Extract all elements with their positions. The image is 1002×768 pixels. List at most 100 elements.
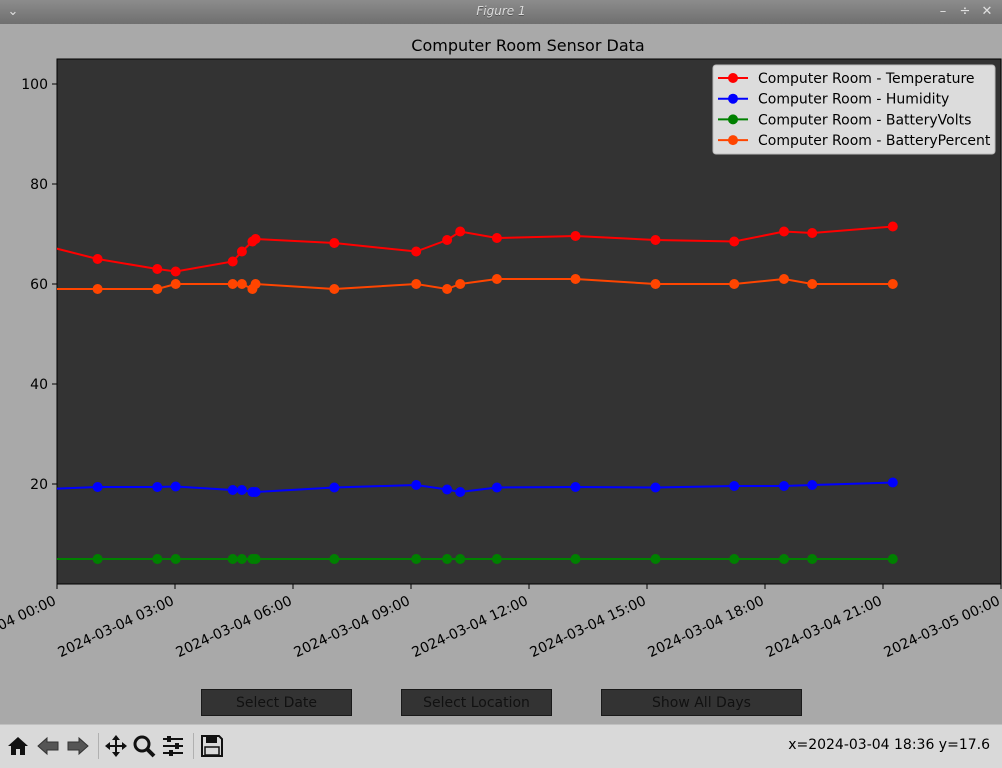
x-tick-label: 2024-03-04 03:00 — [56, 593, 177, 661]
data-point — [779, 226, 789, 237]
data-point — [411, 480, 422, 490]
select-date-button[interactable]: Select Date — [201, 689, 352, 716]
toolbar-separator — [193, 733, 194, 759]
data-point — [236, 246, 247, 257]
show-all-days-button[interactable]: Show All Days — [601, 689, 802, 716]
data-point — [152, 554, 163, 564]
legend-label: Computer Room - Temperature — [758, 71, 975, 87]
data-point — [44, 554, 54, 564]
data-point — [329, 284, 340, 294]
data-point — [807, 279, 818, 289]
data-point — [411, 279, 422, 289]
legend-marker — [728, 135, 738, 146]
configure-subplots-icon[interactable] — [160, 733, 186, 759]
back-icon[interactable] — [35, 733, 61, 759]
legend-label: Computer Room - BatteryPercent — [758, 133, 991, 149]
data-point — [729, 481, 740, 491]
data-point — [92, 284, 103, 294]
data-point — [170, 481, 181, 492]
data-point — [236, 485, 247, 495]
legend-marker — [728, 73, 738, 83]
data-point — [887, 279, 898, 289]
data-point — [887, 477, 898, 488]
zoom-icon[interactable] — [131, 733, 157, 759]
x-tick-label: 2024-03-04 06:00 — [174, 593, 295, 661]
x-tick-label: 2024-03-04 09:00 — [292, 593, 413, 661]
x-tick-label: 2024-03-04 12:00 — [410, 593, 531, 661]
data-point — [491, 554, 502, 564]
chevron-down-icon[interactable]: ⌄ — [7, 4, 19, 19]
home-icon[interactable] — [5, 733, 31, 759]
data-point — [329, 238, 340, 248]
data-point — [455, 226, 466, 237]
data-point — [152, 264, 163, 274]
data-point — [236, 554, 247, 564]
data-point — [442, 484, 453, 495]
data-point — [442, 554, 453, 564]
data-point — [250, 554, 261, 564]
maximize-icon[interactable]: ÷ — [959, 4, 971, 19]
legend-label: Computer Room - Humidity — [758, 92, 949, 108]
data-point — [152, 284, 163, 294]
data-point — [170, 279, 181, 289]
data-point — [570, 482, 581, 492]
data-point — [887, 221, 898, 232]
data-point — [411, 246, 422, 257]
select-location-button[interactable]: Select Location — [401, 689, 552, 716]
data-point — [250, 234, 261, 244]
data-point — [442, 235, 453, 245]
data-point — [491, 482, 502, 493]
data-point — [92, 254, 103, 264]
data-point — [729, 236, 740, 247]
y-tick-label: 100 — [21, 77, 48, 93]
y-tick-label: 60 — [30, 277, 48, 293]
chart-title: Computer Room Sensor Data — [411, 36, 644, 55]
x-tick-label: 2024-03-04 21:00 — [764, 593, 885, 661]
legend-marker — [728, 93, 738, 104]
data-point — [887, 554, 898, 564]
data-point — [442, 284, 453, 294]
line-chart[interactable]: Computer Room Sensor Data 20 40 60 80 100 202… — [0, 24, 1002, 724]
data-point — [250, 487, 261, 497]
data-point — [411, 554, 422, 564]
data-point — [650, 235, 661, 245]
data-point — [807, 228, 818, 238]
data-point — [250, 279, 261, 289]
data-point — [44, 242, 54, 252]
x-tick-label: 2024-03-04 00:00 — [0, 593, 59, 661]
legend-box — [712, 64, 996, 155]
close-icon[interactable]: ✕ — [981, 4, 993, 19]
data-point — [92, 482, 103, 492]
data-point — [570, 554, 581, 564]
window-title: Figure 1 — [476, 4, 526, 18]
minimize-icon[interactable]: – — [939, 4, 947, 19]
data-point — [455, 279, 466, 289]
y-tick-label: 80 — [30, 177, 48, 193]
x-tick-label: 2024-03-05 00:00 — [882, 593, 1002, 661]
data-point — [329, 482, 340, 493]
toolbar-separator — [98, 733, 99, 759]
forward-icon[interactable] — [65, 733, 91, 759]
data-point — [807, 480, 818, 490]
data-point — [570, 274, 581, 284]
x-tick-label: 2024-03-04 15:00 — [528, 593, 649, 661]
navigation-toolbar: x=2024-03-04 18:36 y=17.6 — [0, 724, 1002, 768]
pan-icon[interactable] — [103, 733, 129, 759]
data-point — [807, 554, 818, 564]
data-point — [729, 554, 740, 564]
figure-canvas[interactable]: Computer Room Sensor Data 20 40 60 80 100 202… — [0, 24, 1002, 724]
data-point — [227, 485, 238, 495]
data-point — [570, 231, 581, 241]
data-point — [491, 274, 502, 284]
data-point — [227, 554, 238, 564]
save-icon[interactable] — [199, 733, 225, 759]
cursor-coordinates: x=2024-03-04 18:36 y=17.6 — [788, 737, 990, 753]
data-point — [170, 554, 181, 564]
window-titlebar: ⌄ Figure 1 – ÷ ✕ — [0, 0, 1002, 24]
y-tick-label: 40 — [30, 377, 48, 393]
data-point — [455, 554, 466, 564]
data-point — [227, 279, 238, 289]
data-point — [779, 274, 789, 284]
legend-marker — [728, 114, 738, 125]
data-point — [650, 554, 661, 564]
